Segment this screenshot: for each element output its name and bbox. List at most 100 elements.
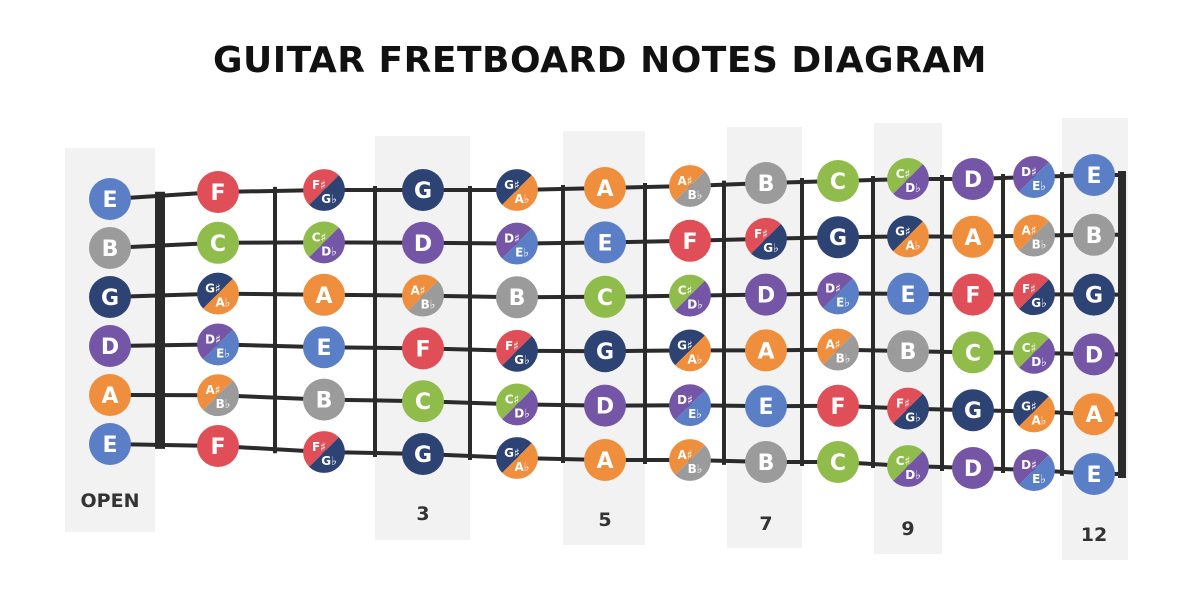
flat-label: E♭ [216, 346, 230, 360]
flat-half [203, 329, 239, 366]
sharp-label: D♯ [205, 332, 221, 346]
sharp-half [669, 384, 705, 421]
note-marker: G [817, 216, 859, 259]
flat-label: G♭ [1031, 296, 1047, 310]
note-label: A [1085, 403, 1102, 428]
sharp-half [197, 323, 233, 360]
note-label: F [210, 435, 225, 460]
note-label: B [758, 451, 775, 476]
note-label: E [1086, 164, 1101, 189]
note-circle [1073, 154, 1115, 196]
note-circle [303, 378, 345, 421]
note-circle [745, 329, 787, 372]
flat-label: A♭ [1032, 413, 1047, 427]
flat-label: G♭ [321, 454, 337, 468]
sharp-half [303, 169, 339, 205]
note-circle [197, 221, 239, 264]
note-label: C [210, 232, 226, 257]
note-label: C [965, 341, 981, 366]
sharp-label: F♯ [896, 397, 910, 411]
note-marker: B [89, 227, 131, 269]
sharp-half [303, 221, 339, 258]
note-label: D [964, 168, 982, 193]
flat-half [1019, 396, 1055, 433]
note-marker: B [303, 378, 345, 421]
note-marker: G [584, 330, 626, 373]
sharp-label: F♯ [312, 440, 326, 454]
note-label: E [900, 283, 915, 308]
note-label: A [596, 177, 613, 202]
flat-label: E♭ [1032, 472, 1046, 486]
note-marker: F♯G♭ [303, 169, 345, 211]
note-circle [745, 441, 787, 483]
sharp-half [496, 437, 532, 473]
note-marker: G♯A♭ [496, 169, 538, 211]
note-marker: A♯B♭ [197, 374, 239, 417]
flat-label: A♭ [688, 352, 703, 366]
flat-label: B♭ [688, 462, 703, 476]
flat-half [675, 280, 711, 317]
note-label: G [414, 443, 432, 468]
flat-half [1019, 279, 1055, 316]
fret-labels: OPEN 3 5 7 9 12 [81, 490, 1108, 546]
sharp-half [1013, 449, 1049, 485]
note-marker: D [952, 447, 994, 489]
note-marker: C [584, 275, 626, 318]
note-marker: G♯A♭ [1013, 390, 1055, 433]
note-label: G [101, 286, 119, 311]
note-marker: E [89, 178, 131, 220]
sharp-half [817, 328, 853, 365]
note-marker: E [89, 423, 131, 465]
note-marker: F [197, 425, 239, 467]
note-label: F [210, 181, 225, 206]
flat-label: G♭ [905, 411, 921, 425]
note-label: B [758, 172, 775, 197]
flat-label: B♭ [1032, 238, 1047, 252]
flat-half [1019, 337, 1055, 374]
note-circle [745, 385, 787, 428]
sharp-half [887, 445, 923, 481]
sharp-label: G♯ [504, 446, 520, 460]
note-label: B [1086, 224, 1103, 249]
note-marker: D [745, 273, 787, 316]
note-marker: C♯D♭ [887, 158, 929, 200]
note-marker: B [745, 441, 787, 483]
flat-label: D♭ [905, 181, 921, 195]
note-label: G [964, 399, 982, 424]
note-marker: D♯E♭ [1013, 449, 1055, 491]
note-label: G [414, 179, 432, 204]
note-marker: A [584, 439, 626, 481]
sharp-label: D♯ [1021, 458, 1037, 472]
note-marker: A♯B♭ [669, 439, 711, 481]
sharp-half [669, 165, 705, 201]
note-marker: D♯E♭ [669, 384, 711, 427]
note-marker: G♯A♭ [669, 329, 711, 372]
note-circle [1073, 213, 1115, 256]
note-circle [887, 330, 929, 373]
note-marker: F [817, 384, 859, 427]
flat-half [675, 171, 711, 207]
note-markers: E F F♯G♭ G G♯A♭ A A♯B♭ B C C♯D♭ D D♯E♭ EB C C♯D♭ D D♯E♭ E… [89, 154, 1115, 495]
flat-half [893, 393, 929, 430]
note-marker: E [303, 326, 345, 369]
flat-label: A♭ [906, 238, 921, 252]
fret-label: OPEN [81, 490, 140, 512]
sharp-label: A♯ [205, 383, 220, 397]
note-circle [89, 374, 131, 416]
fret-lines [155, 171, 1126, 478]
note-marker: C [402, 380, 444, 423]
note-marker: G♯A♭ [496, 437, 538, 479]
flat-label: E♭ [1032, 179, 1046, 193]
note-marker: E [1073, 453, 1115, 495]
sharp-half [496, 383, 532, 420]
flat-label: A♭ [515, 460, 530, 474]
note-marker: F♯G♭ [496, 329, 538, 372]
note-marker: C♯D♭ [1013, 331, 1055, 374]
sharp-half [197, 374, 233, 411]
note-label: D [101, 335, 119, 360]
note-label: B [509, 286, 526, 311]
note-circle [952, 158, 994, 200]
note-marker: F♯G♭ [745, 217, 787, 260]
flat-label: A♭ [216, 296, 231, 310]
note-label: B [316, 389, 333, 414]
